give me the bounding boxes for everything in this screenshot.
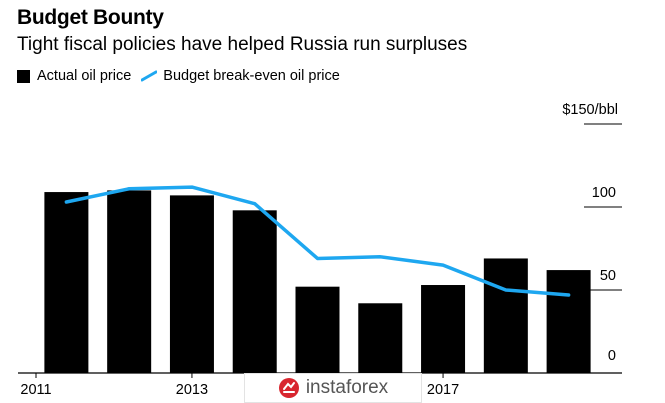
legend-swatch-bar [17,69,30,83]
legend-label-actual-oil-price: Actual oil price [37,68,132,84]
bar-actual-oil-price [483,258,528,373]
legend-item-break-even: Budget break-even oil price [141,68,340,84]
bar-actual-oil-price [107,190,152,373]
legend: Actual oil price Budget break-even oil p… [17,66,350,86]
bar-actual-oil-price [421,285,466,373]
x-tick-label: 2011 [20,382,51,398]
legend-label-break-even-oil-price: Budget break-even oil price [163,68,340,84]
bar-actual-oil-price [358,303,403,373]
legend-swatch-line [141,70,158,82]
bar-actual-oil-price [546,270,591,373]
watermark-text: instaforex [305,377,389,398]
legend-item-actual-oil-price: Actual oil price [17,68,131,84]
watermark: instaforex [244,373,422,403]
bar-actual-oil-price [232,210,277,373]
y-tick-label: 50 [600,268,616,284]
x-tick-label: 2017 [427,382,459,398]
chart-title: Budget Bounty [17,6,164,29]
y-tick-label: $150/bbl [562,102,618,118]
chart-subtitle: Tight fiscal policies have helped Russia… [17,34,468,55]
y-tick-label: 0 [608,348,616,364]
bar-actual-oil-price [169,195,214,373]
x-tick-label: 2013 [176,382,208,398]
bar-actual-oil-price [44,192,89,373]
y-tick-label: 100 [592,185,616,201]
instaforex-logo-icon [278,378,299,398]
series-line-break-even-oil-price [64,185,571,297]
bar-actual-oil-price [295,286,340,373]
